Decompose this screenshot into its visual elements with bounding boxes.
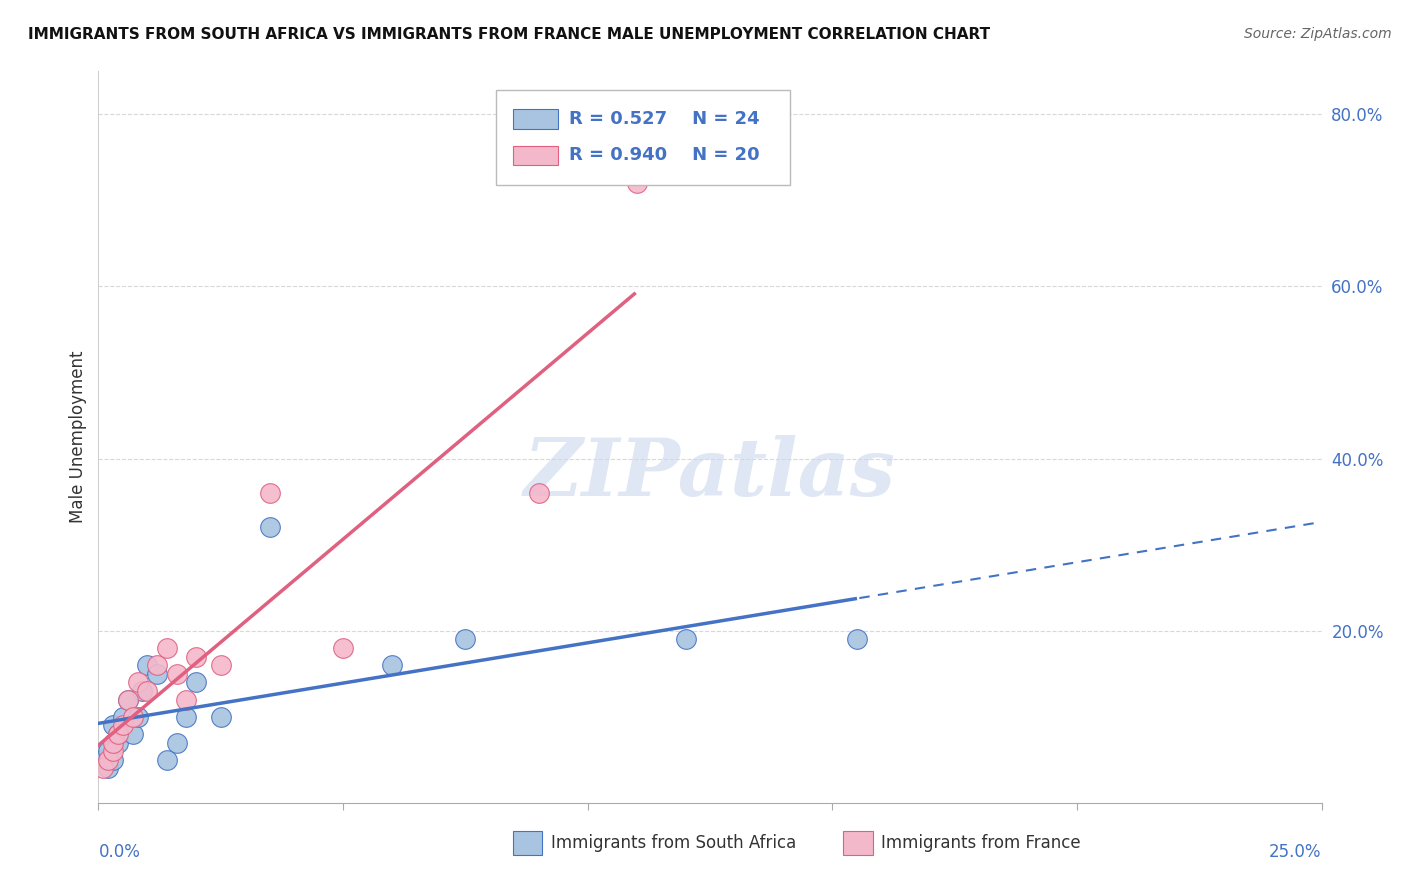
Point [101,718,124,732]
FancyBboxPatch shape [496,90,790,185]
Point [186,675,208,690]
Point [176,692,198,706]
Point [626,176,648,190]
Point [186,649,208,664]
Point [97,761,120,775]
Point [107,735,129,749]
Point [107,727,129,741]
Text: Immigrants from France: Immigrants from France [882,834,1081,852]
Point [156,640,179,655]
Point [146,658,169,673]
Text: 0.0%: 0.0% [98,843,141,861]
Point [91,753,114,767]
Point [454,632,477,647]
Point [111,710,134,724]
Point [166,735,188,749]
Point [259,520,281,534]
Text: ZIPatlas: ZIPatlas [524,435,896,512]
FancyBboxPatch shape [844,831,873,855]
FancyBboxPatch shape [513,145,558,165]
Point [121,710,143,724]
Point [845,632,868,647]
Point [131,684,153,698]
Text: Source: ZipAtlas.com: Source: ZipAtlas.com [1244,27,1392,41]
Point [527,486,550,500]
Point [332,640,354,655]
Point [209,710,232,724]
Text: R = 0.940    N = 20: R = 0.940 N = 20 [569,146,761,164]
Point [136,658,159,673]
Point [381,658,404,673]
Point [146,666,169,681]
Point [111,718,134,732]
Text: R = 0.527    N = 24: R = 0.527 N = 24 [569,110,761,128]
Point [117,692,139,706]
Point [97,753,120,767]
Point [117,692,139,706]
Point [121,727,143,741]
Point [156,753,179,767]
Point [127,710,149,724]
FancyBboxPatch shape [513,109,558,128]
Point [675,632,697,647]
Y-axis label: Male Unemployment: Male Unemployment [69,351,87,524]
Point [101,744,124,758]
Point [127,675,149,690]
Point [97,744,120,758]
Point [259,486,281,500]
Point [91,761,114,775]
Point [107,727,129,741]
Point [209,658,232,673]
Point [136,684,159,698]
FancyBboxPatch shape [513,831,543,855]
Point [166,666,188,681]
Point [176,710,198,724]
Text: Immigrants from South Africa: Immigrants from South Africa [551,834,796,852]
Point [101,753,124,767]
Text: IMMIGRANTS FROM SOUTH AFRICA VS IMMIGRANTS FROM FRANCE MALE UNEMPLOYMENT CORRELA: IMMIGRANTS FROM SOUTH AFRICA VS IMMIGRAN… [28,27,990,42]
Text: 25.0%: 25.0% [1270,843,1322,861]
Point [101,735,124,749]
